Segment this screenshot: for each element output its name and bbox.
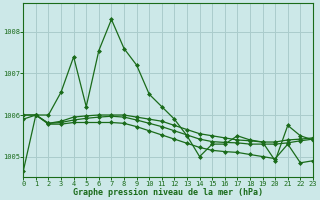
- X-axis label: Graphe pression niveau de la mer (hPa): Graphe pression niveau de la mer (hPa): [73, 188, 263, 197]
